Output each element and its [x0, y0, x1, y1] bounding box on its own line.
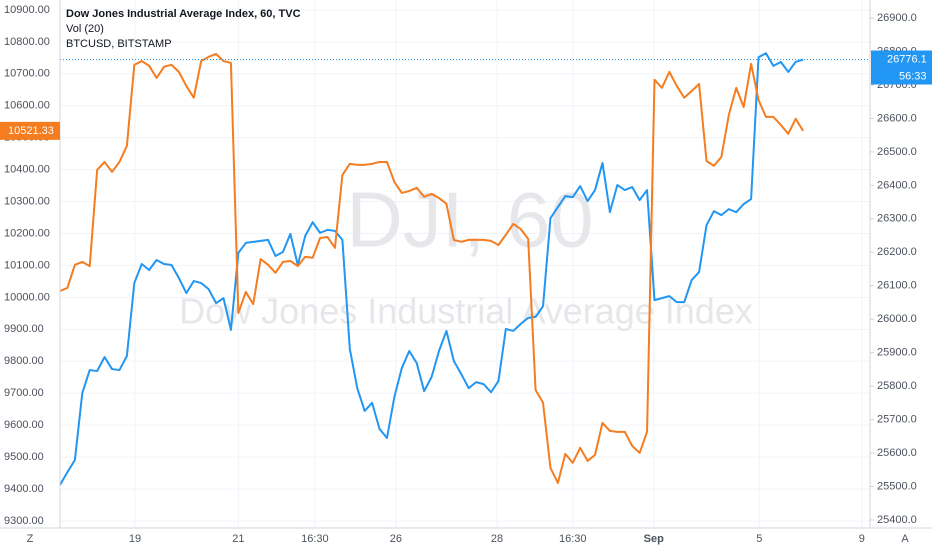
- x-tick-label: 19: [129, 533, 141, 545]
- button-a[interactable]: A: [901, 533, 909, 545]
- y2-tick-label: 26600.0: [877, 112, 917, 124]
- y2-tick-label: 26200.0: [877, 246, 917, 258]
- watermark-symbol: DJI, 60: [346, 176, 593, 264]
- series-line: [59, 52, 804, 484]
- x-tick-label: Sep: [644, 533, 664, 545]
- y-tick-label: 10600.00: [4, 100, 50, 112]
- y2-tick-label: 26400.0: [877, 179, 917, 191]
- y-tick-label: 9600.00: [4, 419, 44, 431]
- y2-tick-label: 26100.0: [877, 280, 917, 292]
- y2-tick-label: 25500.0: [877, 480, 917, 492]
- y-tick-label: 9400.00: [4, 483, 44, 495]
- x-tick-label: 21: [232, 533, 244, 545]
- y-tick-label: 9900.00: [4, 323, 44, 335]
- y2-tick-label: 25600.0: [877, 447, 917, 459]
- last-price-label: 10521.33: [8, 125, 54, 137]
- lines: [59, 52, 870, 486]
- x-tick-label: 16:30: [301, 533, 329, 545]
- x-tick-label: 26: [390, 533, 402, 545]
- y-tick-label: 10800.00: [4, 36, 50, 48]
- x-tick-label: 9: [859, 533, 865, 545]
- countdown-label: 56:33: [899, 70, 927, 82]
- y-tick-label: 10100.00: [4, 259, 50, 271]
- y-tick-label: 9300.00: [4, 515, 44, 527]
- y2-tick-label: 25400.0: [877, 514, 917, 526]
- button-z[interactable]: Z: [27, 533, 34, 545]
- y-tick-label: 9500.00: [4, 451, 44, 463]
- y-tick-label: 10900.00: [4, 4, 50, 16]
- last-price-box: [871, 50, 932, 69]
- x-tick-label: 28: [491, 533, 503, 545]
- series-line: [59, 52, 804, 486]
- y-tick-label: 9800.00: [4, 355, 44, 367]
- y-tick-label: 10400.00: [4, 164, 50, 176]
- y2-tick-label: 25700.0: [877, 413, 917, 425]
- y-tick-label: 9700.00: [4, 387, 44, 399]
- y2-tick-label: 26000.0: [877, 313, 917, 325]
- legend-compare: BTCUSD, BITSTAMP: [66, 38, 172, 50]
- y2-tick-label: 25800.0: [877, 380, 917, 392]
- y-tick-label: 10300.00: [4, 195, 50, 207]
- countdown-box: [871, 68, 932, 85]
- y2-tick-label: 26300.0: [877, 213, 917, 225]
- y2-tick-label: 25900.0: [877, 347, 917, 359]
- y-tick-label: 10200.00: [4, 227, 50, 239]
- y-tick-label: 10700.00: [4, 68, 50, 80]
- last-price-label: 26776.1: [887, 53, 927, 65]
- watermark-description: Dow Jones Industrial Average Index: [179, 291, 753, 332]
- legend-indicator: Vol (20): [66, 23, 104, 35]
- x-tick-label: 5: [756, 533, 762, 545]
- y2-tick-label: 26900.0: [877, 12, 917, 24]
- grid: [60, 0, 870, 528]
- x-tick-label: 16:30: [559, 533, 587, 545]
- axes: 9300.00 9400.00 9500.00 9600.00 9700.00 9800.…: [0, 4, 932, 545]
- legend-main: Dow Jones Industrial Average Index, 60, …: [66, 8, 301, 20]
- y2-tick-label: 26500.0: [877, 146, 917, 158]
- last-price-box: [0, 121, 60, 140]
- y-tick-label: 10000.00: [4, 291, 50, 303]
